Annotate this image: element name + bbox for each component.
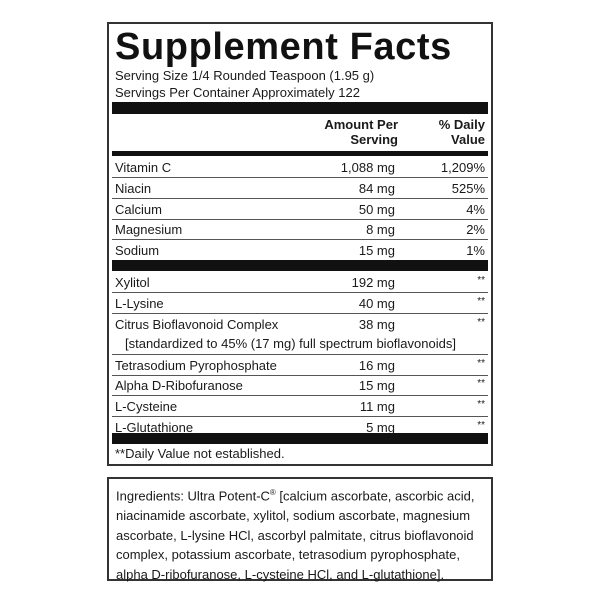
- nutrient-name: Xylitol: [115, 275, 150, 290]
- nutrient-name: Alpha D-Ribofuranose: [115, 378, 243, 394]
- nutrient-amount: 1,088 mg: [340, 160, 395, 175]
- amount-header-line1: Amount Per: [324, 117, 398, 132]
- daily-value: **: [477, 275, 485, 286]
- daily-value: 1,209%: [440, 160, 485, 175]
- nutrient-row: Niacin 84 mg 525%: [112, 178, 488, 199]
- amount-header: Amount Per Serving: [324, 117, 398, 147]
- nutrient-row: L-Lysine 40 mg **: [112, 293, 488, 314]
- registered-mark: ®: [269, 488, 276, 497]
- daily-value: **: [477, 399, 485, 411]
- daily-value: 4%: [466, 201, 485, 217]
- nutrient-row: Citrus Bioflavonoid Complex 38 mg ** [stand…: [112, 314, 488, 355]
- footnote: **Daily Value not established.: [115, 446, 285, 461]
- daily-value: **: [477, 316, 485, 328]
- nutrient-row: Tetrasodium Pyrophosphate 16 mg **: [112, 355, 488, 376]
- panel-title: Supplement Facts: [115, 26, 452, 68]
- daily-value-header: % Daily Value: [439, 117, 485, 147]
- nutrient-name: L-Cysteine: [115, 399, 178, 415]
- ingredients-box: Ingredients: Ultra Potent-C® [calcium as…: [107, 477, 493, 582]
- divider-bar: [112, 433, 488, 444]
- nutrient-amount: 50 mg: [358, 201, 395, 217]
- nutrient-name: Citrus Bioflavonoid Complex: [115, 316, 279, 332]
- daily-value: **: [477, 295, 485, 307]
- ingredients-prefix: Ingredients: Ultra Potent-C: [116, 488, 270, 504]
- serving-size: Serving Size 1/4 Rounded Teaspoon (1.95 …: [115, 68, 375, 83]
- nutrient-amount: 8 mg: [366, 222, 395, 238]
- nutrient-row: Xylitol 192 mg **: [112, 272, 488, 293]
- nutrient-name: Tetrasodium Pyrophosphate: [115, 357, 277, 373]
- nutrient-amount: 38 mg: [358, 316, 395, 332]
- nutrient-name: L-Lysine: [115, 295, 164, 311]
- nutrient-amount: 11 mg: [359, 399, 395, 415]
- nutrient-name: Niacin: [115, 180, 152, 196]
- dv-header-line1: % Daily: [438, 117, 485, 132]
- nutrient-row: Vitamin C 1,088 mg 1,209%: [112, 157, 488, 178]
- nutrient-amount: 192 mg: [351, 275, 395, 290]
- nutrient-name: Vitamin C: [115, 160, 172, 175]
- daily-value: 1%: [466, 243, 485, 259]
- divider-bar: [112, 102, 488, 114]
- ingredients-text: [calcium ascorbate, ascorbic acid, niaci…: [116, 488, 475, 582]
- dv-header-line2: Value: [451, 132, 485, 147]
- servings-per-container: Servings Per Container Approximately 122: [115, 85, 360, 100]
- daily-value: **: [477, 420, 485, 431]
- nutrient-note: [standardized to 45% (17 mg) full spectr…: [125, 335, 456, 351]
- nutrient-amount: 5 mg: [366, 420, 395, 435]
- nutrient-row: Magnesium 8 mg 2%: [112, 219, 488, 241]
- nutrient-name: Magnesium: [115, 222, 183, 238]
- nutrient-amount: 16 mg: [358, 357, 395, 373]
- nutrient-row: Alpha D-Ribofuranose 15 mg **: [112, 375, 488, 397]
- nutrient-amount: 84 mg: [358, 180, 395, 196]
- daily-value: 2%: [466, 222, 485, 238]
- nutrient-row: Sodium 15 mg 1%: [112, 240, 488, 260]
- divider-bar: [112, 260, 488, 271]
- nutrient-amount: 40 mg: [358, 295, 395, 311]
- daily-value: **: [477, 378, 485, 390]
- nutrient-row: L-Cysteine 11 mg **: [112, 396, 488, 418]
- nutrient-row: L-Glutathione 5 mg **: [112, 417, 488, 437]
- daily-value: 525%: [451, 180, 485, 196]
- supplement-facts-panel: Supplement Facts Serving Size 1/4 Rounde…: [107, 22, 493, 466]
- nutrient-row: Calcium 50 mg 4%: [112, 199, 488, 220]
- nutrient-amount: 15 mg: [358, 378, 395, 394]
- nutrient-name: Sodium: [115, 243, 160, 259]
- nutrient-amount: 15 mg: [358, 243, 395, 259]
- daily-value: **: [477, 357, 485, 369]
- amount-header-line2: Serving: [350, 132, 398, 147]
- divider-bar: [112, 151, 488, 156]
- nutrient-name: Calcium: [115, 201, 162, 217]
- nutrient-name: L-Glutathione: [115, 420, 194, 435]
